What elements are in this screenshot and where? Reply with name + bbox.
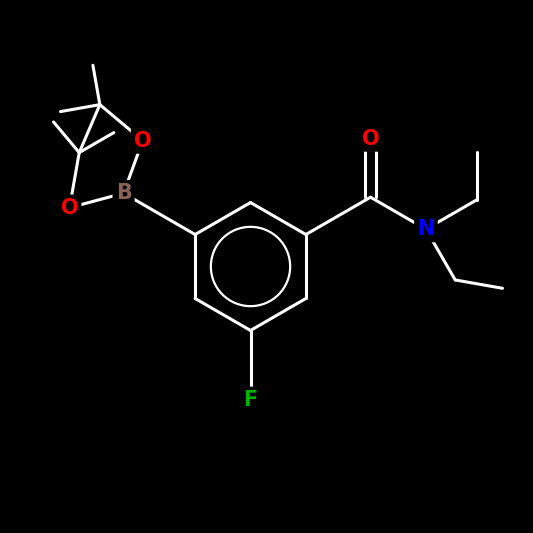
Text: N: N — [417, 219, 434, 239]
Text: O: O — [61, 198, 78, 217]
Text: O: O — [134, 131, 151, 151]
Text: B: B — [116, 183, 132, 203]
Text: F: F — [244, 390, 257, 410]
Text: O: O — [362, 128, 379, 149]
